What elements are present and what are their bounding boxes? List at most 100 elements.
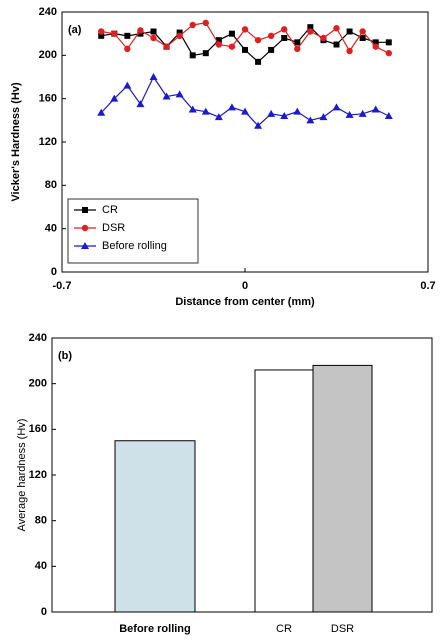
data-point: [372, 43, 379, 50]
x-tick-label: -0.7: [53, 280, 72, 292]
bar: [254, 369, 314, 613]
data-point: [320, 34, 327, 42]
legend-label: Before rolling: [102, 240, 167, 252]
y-tick-label: 240: [29, 332, 47, 344]
y-axis-label: Average hardness (Hv): [16, 419, 28, 532]
y-axis-label: Vicker's Hardness (Hv): [10, 82, 22, 202]
data-point: [150, 34, 157, 42]
panel-label: (a): [68, 24, 82, 36]
data-point: [255, 58, 262, 65]
data-point: [359, 35, 366, 41]
y-tick-label: 200: [39, 49, 57, 61]
data-point: [175, 90, 184, 98]
data-point: [214, 113, 223, 121]
data-point: [281, 26, 288, 33]
data-point: [124, 32, 131, 39]
x-tick-label: CR: [276, 623, 292, 635]
data-point: [242, 46, 248, 53]
panel-label: (b): [58, 350, 72, 362]
plot-frame: [51, 337, 433, 613]
y-tick-label: 160: [29, 423, 47, 435]
y-tick-label: 80: [35, 515, 47, 527]
bar: [312, 364, 373, 613]
data-point: [345, 110, 354, 118]
x-tick-label: Before rolling: [119, 623, 191, 635]
legend-box: [67, 198, 199, 264]
plot-frame: [61, 11, 429, 273]
data-point: [202, 50, 209, 57]
data-point: [98, 32, 105, 39]
data-point: [307, 24, 314, 31]
data-point: [267, 32, 275, 40]
bar: [114, 440, 196, 613]
data-point: [162, 92, 171, 100]
data-point: [254, 121, 263, 129]
data-point: [202, 19, 209, 27]
data-point: [98, 28, 105, 35]
y-tick-label: 40: [35, 560, 47, 572]
y-tick-label: 120: [29, 469, 47, 481]
legend-marker: [81, 242, 89, 249]
data-point: [227, 103, 236, 111]
data-point: [215, 37, 222, 44]
data-point: [124, 45, 131, 53]
data-point: [306, 116, 315, 124]
data-point: [201, 107, 210, 115]
data-point: [254, 36, 262, 44]
data-point: [372, 39, 379, 46]
data-point: [137, 30, 144, 37]
data-point: [137, 27, 144, 34]
series-line: [100, 75, 390, 127]
data-point: [176, 29, 183, 36]
data-point: [358, 109, 367, 117]
data-point: [189, 52, 196, 59]
data-point: [163, 43, 170, 50]
y-tick-label: 0: [41, 606, 47, 618]
data-point: [215, 41, 223, 48]
data-point: [97, 108, 106, 116]
data-point: [176, 32, 183, 40]
data-point: [371, 105, 380, 113]
data-point: [319, 113, 328, 121]
legend-label: DSR: [102, 222, 125, 234]
data-point: [111, 30, 118, 37]
data-point: [384, 112, 393, 119]
data-point: [293, 107, 302, 115]
data-point: [280, 112, 289, 119]
legend-label: CR: [102, 204, 118, 216]
y-tick-label: 160: [39, 93, 57, 105]
data-point: [294, 39, 301, 46]
y-tick-label: 0: [51, 266, 57, 278]
y-tick-label: 80: [45, 179, 57, 191]
y-tick-label: 240: [39, 6, 57, 18]
x-axis-label: Distance from center (mm): [175, 296, 315, 308]
data-point: [332, 103, 341, 111]
data-point: [228, 30, 235, 37]
data-point: [346, 28, 353, 35]
data-point: [136, 100, 145, 108]
y-tick-label: 200: [29, 378, 47, 390]
data-point: [267, 109, 276, 117]
legend-marker: [82, 207, 88, 213]
data-point: [228, 43, 236, 50]
data-point: [189, 21, 196, 29]
data-point: [188, 105, 197, 113]
data-point: [294, 45, 301, 53]
data-point: [385, 39, 392, 46]
data-point: [268, 46, 275, 53]
data-point: [150, 28, 157, 35]
x-tick-label: 0: [242, 280, 248, 292]
legend-marker: [81, 224, 89, 232]
y-tick-label: 40: [45, 223, 57, 235]
data-point: [346, 47, 353, 55]
x-tick-label: DSR: [331, 623, 354, 635]
data-point: [123, 81, 132, 89]
data-point: [385, 49, 392, 57]
data-point: [110, 94, 119, 102]
data-point: [359, 28, 366, 35]
data-point: [281, 35, 288, 41]
data-point: [307, 28, 314, 35]
data-point: [241, 26, 249, 33]
data-point: [149, 73, 158, 80]
